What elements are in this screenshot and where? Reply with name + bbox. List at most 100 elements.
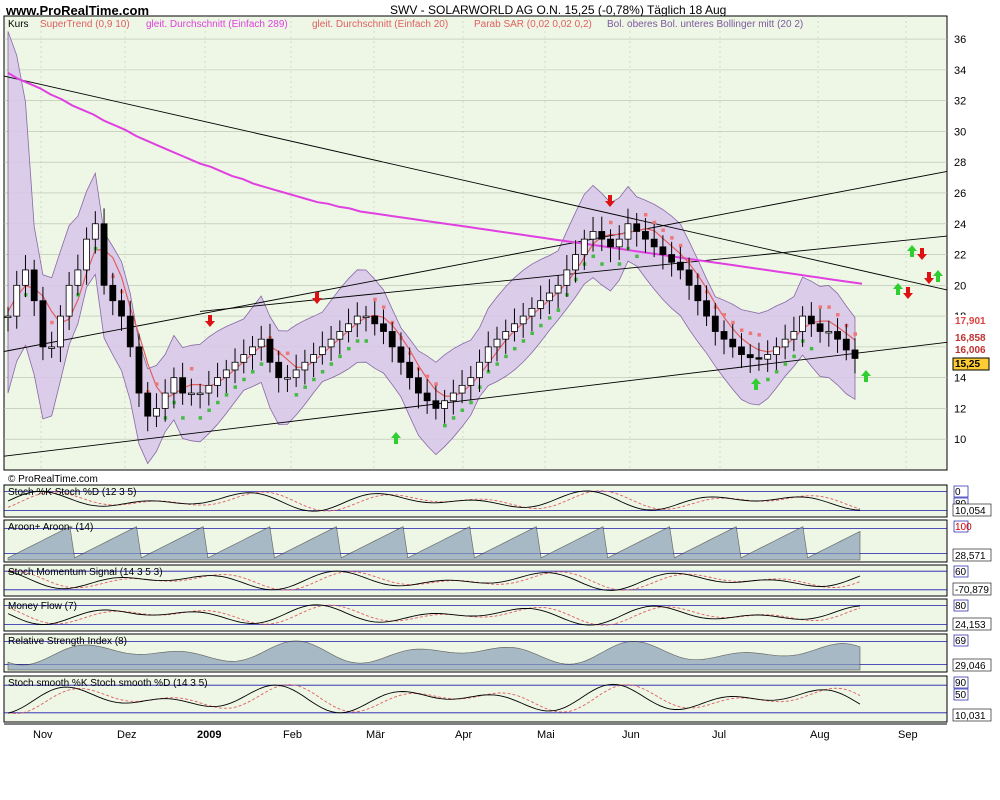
- copyright-text: © ProRealTime.com: [8, 474, 98, 485]
- candle-body: [388, 331, 396, 348]
- price-label: 16,858: [955, 333, 986, 344]
- candle-body: [589, 231, 597, 240]
- up-arrow: [751, 378, 761, 390]
- sar-dot: [818, 305, 823, 309]
- sar-dot: [809, 346, 814, 351]
- candle-body: [310, 354, 318, 363]
- candle-body: [825, 331, 833, 334]
- sar-dot: [670, 236, 674, 240]
- candle-body: [30, 269, 38, 302]
- sar-dot: [250, 370, 255, 374]
- candle-body: [135, 346, 143, 394]
- candle-body: [755, 357, 763, 360]
- candle-body: [144, 392, 152, 417]
- indicator-tick-box: [953, 520, 969, 533]
- sar-dot: [207, 408, 211, 412]
- candle-body: [118, 300, 125, 317]
- sar-dot: [50, 320, 54, 325]
- candle-body: [91, 223, 99, 240]
- indicator-tick-label: 90: [955, 678, 967, 689]
- sar-dot: [198, 416, 203, 420]
- candle-body: [537, 300, 545, 309]
- candle-body: [458, 384, 466, 394]
- price-label-bg: [953, 315, 989, 327]
- sar-dot: [827, 305, 831, 309]
- indicator-title: Stoch Momentum Signal (14 3 5 3): [8, 567, 163, 578]
- price-label-bg: [953, 332, 989, 344]
- candle-body: [406, 361, 414, 379]
- indicator-area: [7, 640, 861, 671]
- indicator-last-value: 10,054: [955, 506, 986, 517]
- sar-dot: [635, 254, 639, 259]
- site-logo[interactable]: www.ProRealTime.com: [6, 3, 150, 18]
- sar-dot: [739, 328, 744, 332]
- down-arrow: [605, 195, 615, 207]
- y-tick-label: 36: [954, 34, 966, 46]
- candle-body: [318, 346, 326, 355]
- sar-dot: [469, 400, 473, 405]
- sar-dot: [792, 354, 796, 359]
- candle-body: [834, 331, 841, 340]
- sar-dot: [609, 220, 613, 225]
- candle-body: [624, 223, 632, 240]
- indicator-tick-label: 80: [955, 601, 967, 612]
- candle-body: [545, 292, 553, 302]
- indicator-title: Money Flow (7): [8, 601, 77, 612]
- candle-body: [187, 392, 195, 395]
- sar-dot: [757, 333, 761, 337]
- sar-dot: [154, 382, 159, 386]
- candle-body: [642, 231, 649, 240]
- y-tick-label: 30: [954, 126, 966, 138]
- y-tick-label: 28: [954, 157, 966, 169]
- indicator-title: Stoch %K Stoch %D (12 3 5): [8, 487, 136, 498]
- sar-dot: [539, 323, 543, 328]
- indicator-tick-box: [953, 565, 969, 578]
- candle-body: [161, 392, 169, 409]
- candle-body: [39, 300, 47, 348]
- candle-body: [336, 331, 344, 340]
- sar-dot: [547, 316, 552, 320]
- indicator-line: [7, 490, 861, 512]
- candle-body: [56, 315, 64, 348]
- candle-body: [4, 315, 12, 319]
- candle-body: [83, 238, 90, 271]
- chart-title: SWV - SOLARWORLD AG O.N. 15,25 (-0,78%) …: [390, 3, 727, 17]
- indicator-tick-label: 60: [955, 567, 967, 578]
- month-label: 2009: [197, 729, 221, 741]
- legend-sma20: gleit. Durchschnitt (Einfach 20): [312, 19, 449, 30]
- indicator-value-box: [952, 617, 992, 631]
- indicator-signal-line: [7, 684, 861, 715]
- up-arrow: [861, 370, 871, 382]
- indicator-last-value: 28,571: [955, 551, 986, 562]
- candle-body: [799, 315, 807, 332]
- candle-body: [729, 338, 737, 348]
- candle-body: [345, 323, 352, 332]
- month-label: Apr: [455, 729, 472, 741]
- sar-dot: [329, 362, 334, 366]
- sar-dot: [661, 228, 665, 232]
- candle-body: [22, 269, 29, 286]
- trendline: [3, 75, 948, 291]
- candle-body: [790, 331, 798, 340]
- sar-dot: [766, 377, 770, 382]
- y-tick-label: 26: [954, 188, 966, 200]
- down-arrow: [917, 248, 927, 260]
- month-label: Mai: [537, 729, 555, 741]
- legend-sma289: gleit. Durchschnitt (Einfach 289): [146, 19, 288, 30]
- legend-bollinger: Bol. oberes Bol. unteres Bollinger mitt …: [607, 19, 804, 30]
- candle-body: [432, 400, 440, 409]
- candle-body: [301, 361, 309, 371]
- indicator-tick-box: [953, 634, 969, 647]
- candle-body: [257, 338, 265, 348]
- up-arrow: [391, 432, 401, 444]
- candle-body: [572, 254, 579, 271]
- sar-dot: [521, 339, 526, 343]
- y-tick-label: 10: [954, 434, 966, 446]
- indicator-value-box: [952, 548, 992, 562]
- sar-dot: [512, 346, 517, 351]
- sar-dot: [731, 320, 735, 325]
- candle-body: [249, 346, 256, 355]
- candle-body: [633, 223, 641, 232]
- sar-dot: [381, 305, 386, 309]
- candle-body: [781, 338, 789, 348]
